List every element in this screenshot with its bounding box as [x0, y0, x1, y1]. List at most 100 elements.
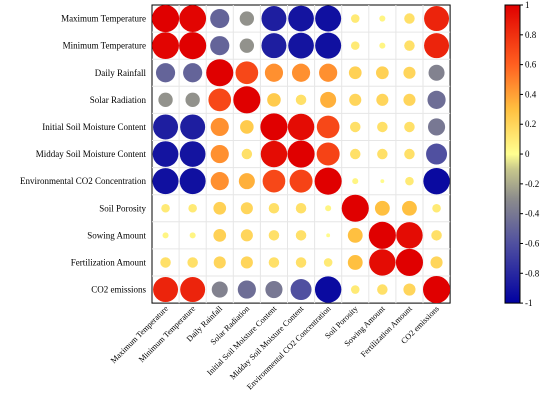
correlation-circle — [179, 141, 206, 167]
correlation-circle — [404, 40, 415, 51]
row-labels: Maximum Temperature Minimum Temperature Da… — [20, 14, 146, 295]
correlation-circle — [152, 168, 179, 195]
correlation-circle — [368, 221, 396, 249]
correlation-circle — [210, 172, 229, 191]
correlation-circle — [153, 114, 179, 140]
correlation-circle — [210, 8, 230, 29]
correlation-circle — [350, 14, 360, 23]
correlation-circle — [152, 141, 179, 167]
correlation-circle — [237, 280, 256, 299]
correlation-circle — [350, 285, 360, 294]
correlation-circle — [240, 202, 253, 215]
correlation-circle — [153, 277, 179, 303]
correlation-circle — [350, 41, 360, 50]
correlation-circle — [377, 284, 388, 295]
correlation-circle — [316, 115, 340, 139]
correlation-circle — [349, 93, 362, 106]
colorbar-tick-label: -1 — [525, 298, 533, 308]
correlation-circle — [268, 230, 280, 241]
correlation-circle — [210, 144, 229, 164]
correlation-circle — [155, 63, 176, 83]
correlation-circle — [267, 93, 281, 107]
row-label: Daily Rainfall — [95, 68, 147, 78]
correlation-circle — [162, 232, 169, 239]
row-label: Sowing Amount — [87, 230, 146, 240]
correlation-circle — [404, 148, 415, 160]
correlation-circle — [241, 148, 253, 160]
correlation-circle — [235, 61, 259, 85]
correlation-circle — [428, 64, 445, 81]
correlation-circle — [240, 120, 254, 134]
correlation-circle — [158, 92, 173, 108]
correlation-circle — [369, 249, 396, 276]
correlation-circle — [320, 91, 337, 108]
correlation-circle — [180, 114, 206, 140]
correlation-circle — [208, 88, 232, 112]
correlation-circle — [423, 276, 451, 304]
correlation-circle — [240, 256, 253, 269]
correlation-circle — [295, 203, 307, 214]
correlation-circle — [152, 4, 180, 33]
correlation-circle — [289, 169, 313, 193]
row-label: CO2 emissions — [91, 285, 146, 295]
correlation-circle — [375, 66, 389, 80]
correlation-circle — [240, 229, 253, 242]
colorbar: 1 0.8 0.6 0.4 0.2 0 -0.2 -0.4 -0.6 -0.8 -1 — [504, 0, 540, 308]
correlation-circle — [160, 257, 171, 268]
colorbar-tick-label: 0.4 — [525, 89, 537, 99]
correlation-circle — [206, 59, 234, 87]
correlation-circle — [315, 32, 342, 59]
correlation-circle — [261, 6, 287, 32]
colorbar-tick-label: -0.4 — [525, 209, 540, 219]
correlation-circle — [432, 203, 441, 213]
correlation-circle — [185, 92, 200, 108]
correlation-circle — [427, 118, 446, 136]
correlation-circle — [189, 232, 196, 239]
colorbar-tick-label: 0 — [525, 149, 530, 159]
correlation-circle — [352, 178, 359, 185]
correlation-circle — [426, 143, 448, 165]
correlation-circle — [325, 205, 332, 212]
correlation-circle — [268, 257, 280, 268]
correlation-circle — [377, 148, 388, 160]
circle-layer — [152, 4, 451, 304]
correlation-circle — [403, 93, 416, 106]
correlation-circle — [179, 5, 207, 32]
correlation-circle — [183, 63, 203, 83]
correlation-circle — [288, 32, 314, 59]
correlation-circle — [287, 140, 315, 168]
correlation-circle — [404, 13, 415, 24]
correlation-circle — [427, 90, 446, 109]
row-label: Fertilization Amount — [71, 257, 147, 267]
correlation-circle — [347, 227, 363, 243]
correlation-circle — [376, 93, 389, 106]
correlation-circle — [239, 11, 255, 26]
correlation-circle — [152, 32, 179, 60]
correlation-circle — [350, 121, 361, 133]
row-label: Solar Radiation — [90, 95, 147, 105]
correlation-circle — [405, 176, 414, 186]
correlation-circle — [161, 203, 170, 213]
correlation-circle — [291, 63, 311, 82]
correlation-circle — [395, 248, 424, 276]
correlation-circle — [314, 276, 342, 303]
correlation-circle — [377, 121, 388, 133]
correlation-circle — [431, 230, 442, 241]
correlation-circle — [348, 66, 362, 80]
colorbar-tick-label: -0.2 — [525, 179, 539, 189]
correlation-circle — [379, 15, 386, 22]
correlation-circle — [213, 256, 226, 269]
colorbar-tick-label: 0.2 — [525, 119, 536, 129]
colorbar-tick-label: 1 — [525, 0, 530, 10]
correlation-circle — [213, 201, 227, 215]
correlation-circle — [295, 257, 307, 268]
correlation-circle — [210, 117, 229, 137]
correlation-circle — [187, 257, 198, 268]
correlation-circle — [295, 230, 307, 241]
correlation-circle — [430, 256, 443, 269]
correlation-circle — [403, 66, 416, 79]
correlation-circle — [287, 113, 315, 141]
correlation-circle — [290, 279, 312, 301]
correlation-circle — [239, 38, 255, 53]
